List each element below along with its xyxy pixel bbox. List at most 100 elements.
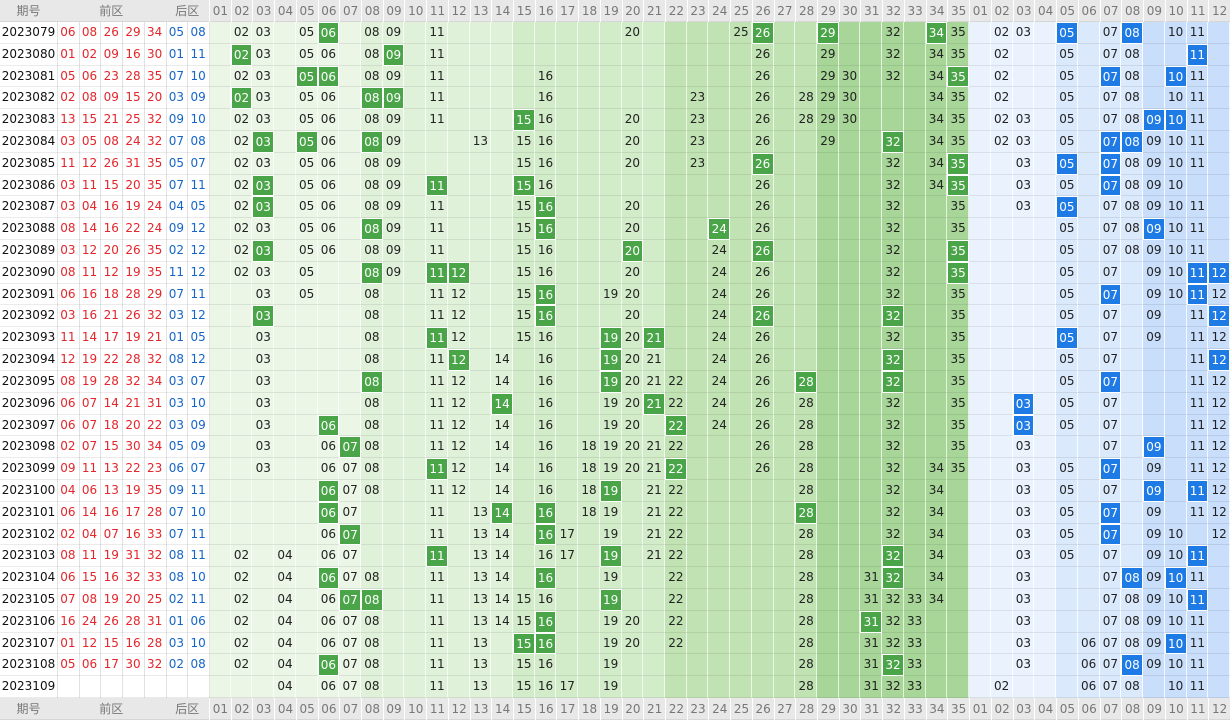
trend-cell: 17 [559,679,575,694]
front-number: 21 [125,395,141,410]
front-number: 12 [81,243,98,258]
trend-cell: 02 [993,112,1010,127]
header-col: 01 [209,0,231,22]
hit-cell: 19 [599,349,622,371]
issue: 2023081 [1,68,56,83]
trend-cell: 08 [364,177,380,192]
trend-cell: 16 [537,548,554,563]
trend-cell: 32 [885,221,901,236]
trend-cell: 07 [1102,308,1119,323]
trend-cell: 13 [472,591,489,606]
front-number: 08 [60,221,76,236]
trend-cell: 07 [342,548,358,563]
trend-cell: 09 [1146,548,1162,563]
trend-cell: 26 [755,112,771,127]
trend-cell: 11 [429,439,445,454]
hit-cell: 32 [882,654,904,677]
trend-cell: 26 [755,330,771,345]
front-number: 28 [147,635,163,650]
trend-cell: 04 [277,679,293,694]
trend-cell: 25 [733,25,749,39]
header-col: 24 [708,698,730,720]
issue: 2023106 [1,613,56,628]
back-number: 10 [190,68,206,83]
issue: 2023087 [1,199,56,214]
front-number: 02 [60,526,76,541]
trend-cell: 34 [928,134,945,149]
trend-cell: 08 [364,155,380,170]
trend-cell: 07 [1102,25,1119,39]
trend-cell: 07 [342,635,358,650]
front-number: 11 [81,177,98,192]
trend-cell: 32 [885,417,901,432]
back-number: 03 [168,90,185,105]
trend-cell: 11 [1189,439,1206,454]
trend-cell: 35 [950,352,966,367]
trend-cell: 28 [798,461,814,476]
hit-cell: 22 [665,414,687,437]
header-col: 33 [903,0,926,22]
trend-cell: 11 [1189,417,1206,432]
hit-cell: 15 [513,109,535,132]
header-col: 14 [491,698,513,720]
trend-cell: 16 [537,330,554,345]
back-number: 04 [168,199,185,214]
header-col: 14 [491,0,513,22]
trend-cell: 09 [385,68,402,83]
trend-cell: 21 [646,548,662,563]
trend-cell: 02 [233,68,250,83]
front-number: 14 [81,221,98,236]
trend-cell: 24 [711,352,727,367]
front-number: 13 [60,112,76,127]
front-number: 13 [103,482,119,497]
back-number: 12 [190,352,206,367]
back-number: 08 [168,352,185,367]
front-number: 20 [103,243,119,258]
column-bg [1121,22,1143,698]
header-col: 31 [860,698,882,720]
trend-cell: 11 [429,613,445,628]
trend-cell: 32 [885,286,901,301]
trend-cell: 03 [255,352,271,367]
trend-cell: 32 [885,591,901,606]
front-number: 21 [103,112,119,127]
trend-cell: 03 [255,68,271,83]
header-col: 10 [1164,698,1187,720]
trend-cell: 05 [1059,90,1075,105]
trend-cell: 11 [429,482,445,497]
hit-cell: 20 [621,240,644,262]
front-number: 31 [125,548,141,563]
front-number: 28 [125,352,141,367]
column-line [57,22,58,698]
header-col: 02 [990,698,1013,720]
hit-cell: 08 [1121,654,1143,677]
issue: 2023082 [1,90,56,105]
trend-cell: 09 [1146,526,1162,541]
front-number: 28 [125,68,141,83]
trend-cell: 02 [993,679,1010,694]
trend-cell: 34 [928,526,945,541]
front-number: 09 [60,461,76,476]
hit-cell: 06 [317,654,340,677]
trend-cell: 11 [1189,330,1206,345]
trend-cell: 05 [299,46,315,61]
trend-cell: 15 [516,591,532,606]
trend-cell: 11 [1189,613,1206,628]
trend-cell: 22 [668,613,684,628]
front-number: 16 [60,613,76,628]
trend-cell: 07 [342,482,358,497]
column-line [100,22,102,698]
front-number: 23 [103,68,119,83]
trend-cell: 10 [1167,177,1184,192]
trend-cell: 26 [755,177,771,192]
trend-cell: 35 [950,395,966,410]
hit-cell: 19 [599,370,622,393]
trend-cell: 16 [537,243,554,258]
back-number: 09 [168,482,185,497]
trend-cell: 03 [1015,439,1032,454]
trend-cell: 20 [624,330,641,345]
hit-cell: 07 [1099,458,1122,480]
hit-cell: 08 [361,588,383,611]
row-line [0,653,1230,655]
